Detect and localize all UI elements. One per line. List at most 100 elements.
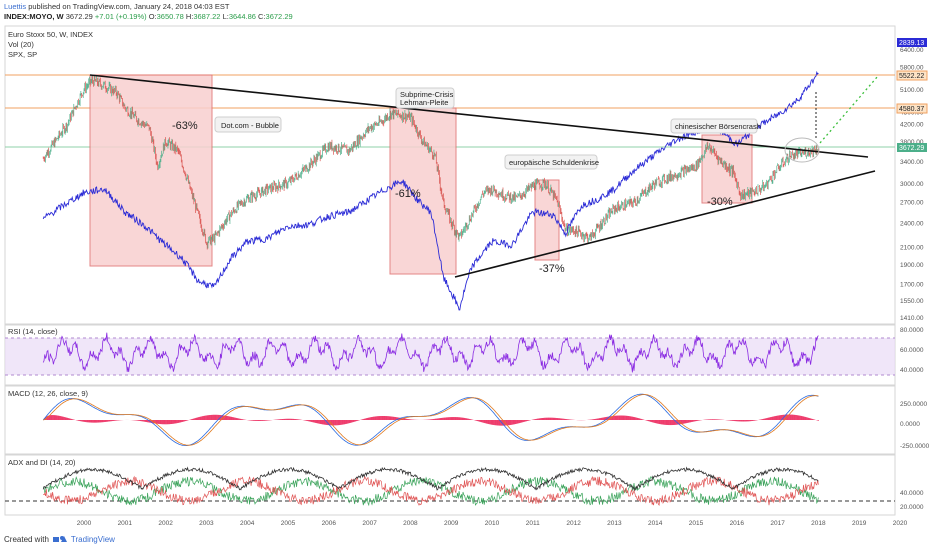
macd-panel-frame xyxy=(4,385,896,455)
x-tick-2012: 2012 xyxy=(566,520,581,527)
rsi-title: RSI (14, close) xyxy=(8,327,58,336)
x-tick-2019: 2019 xyxy=(852,520,867,527)
price-tick-5: 4200.00 xyxy=(900,121,924,128)
published-text: published on TradingView.com, January 24… xyxy=(28,2,230,11)
macd-tick-1: 0.0000 xyxy=(900,421,920,428)
crash-box-dotcom xyxy=(89,74,213,267)
x-tick-2004: 2004 xyxy=(240,520,255,527)
price-tick-6: 3800.00 xyxy=(900,139,924,146)
x-tick-2006: 2006 xyxy=(322,520,337,527)
x-tick-2020: 2020 xyxy=(893,520,908,527)
legend-spx: SPX, SP xyxy=(8,50,37,59)
x-tick-2017: 2017 xyxy=(770,520,785,527)
price-tick-7: 3400.00 xyxy=(900,159,924,166)
rsi-band xyxy=(5,338,895,375)
rsi-line xyxy=(42,332,819,373)
series-layer xyxy=(42,70,819,507)
l-label: L: xyxy=(222,12,229,21)
x-tick-2001: 2001 xyxy=(118,520,133,527)
adx-tick-0: 40.0000 xyxy=(900,490,924,497)
label-euro: europäische Schuldenkrise xyxy=(509,158,599,167)
legend-vol: Vol (20) xyxy=(8,40,34,49)
x-tick-2005: 2005 xyxy=(281,520,296,527)
badge-spx-bg xyxy=(897,38,927,47)
x-tick-2015: 2015 xyxy=(689,520,704,527)
badge-3672: 3672.29 xyxy=(899,145,924,152)
label-euro-pct: -37% xyxy=(539,263,565,275)
macd-tick-2: -250.0000 xyxy=(900,443,930,450)
label-subprime-1: Subprime-Crisis xyxy=(400,90,454,99)
adx-panel-frame xyxy=(4,454,896,516)
label-dotcom: Dot.com - Bubble xyxy=(221,121,279,130)
price-axis: 6400.005800.005100.004500.004200.003800.… xyxy=(900,47,924,322)
x-tick-2000: 2000 xyxy=(77,520,92,527)
price-tick-14: 1550.00 xyxy=(900,298,924,305)
badge-3672-bg xyxy=(897,143,927,152)
highlight-ellipse xyxy=(784,137,820,163)
rsi-tick-1: 60.0000 xyxy=(900,347,924,354)
change-value: +7.01 (+0.19%) xyxy=(94,12,147,21)
label-subprime-2: Lehman-Pleite xyxy=(400,98,448,107)
x-tick-2014: 2014 xyxy=(648,520,663,527)
x-tick-2013: 2013 xyxy=(607,520,622,527)
label-euro-box xyxy=(504,154,598,170)
label-china-box xyxy=(670,118,758,134)
indicator-axes: 80.0000 60.0000 40.0000 250.0000 0.0000 -250.… xyxy=(900,327,930,511)
x-tick-2003: 2003 xyxy=(199,520,214,527)
author-link[interactable]: Luettis xyxy=(4,2,27,11)
macd-tick-0: 250.0000 xyxy=(900,401,927,408)
o-value: 3650.78 xyxy=(156,12,184,21)
projection-arrow xyxy=(819,75,879,144)
x-tick-2002: 2002 xyxy=(158,520,173,527)
main-panel-frame xyxy=(4,25,896,325)
trendline-upper xyxy=(89,74,869,158)
l-value: 3644.86 xyxy=(228,12,256,21)
h-value: 3687.22 xyxy=(193,12,221,21)
price-tick-11: 2100.00 xyxy=(900,244,924,251)
price-tick-9: 2700.00 xyxy=(900,200,924,207)
di-minus-line xyxy=(43,475,819,507)
adx-line xyxy=(42,466,819,492)
c-value: 3672.29 xyxy=(265,12,293,21)
adx-title: ADX and DI (14, 20) xyxy=(8,458,76,467)
footer-brand[interactable]: TradingView xyxy=(70,534,115,544)
x-tick-2016: 2016 xyxy=(730,520,745,527)
footer-text: Created with xyxy=(4,534,49,544)
label-subprime-pct: -61% xyxy=(395,188,421,200)
label-china-pct: -30% xyxy=(707,196,733,208)
x-tick-2008: 2008 xyxy=(403,520,418,527)
price-tick-13: 1700.00 xyxy=(900,282,924,289)
label-subprime-box xyxy=(395,87,455,109)
o-label: O: xyxy=(148,12,157,21)
price-tick-10: 2400.00 xyxy=(900,221,924,228)
macd-line xyxy=(42,393,819,446)
macd-signal-line xyxy=(43,394,819,446)
badge-4580-bg xyxy=(896,103,928,114)
label-dotcom-pct: -63% xyxy=(172,120,198,132)
badge-spx: 2839.13 xyxy=(899,40,924,47)
adx-tick-1: 20.0000 xyxy=(900,504,924,511)
x-tick-2009: 2009 xyxy=(444,520,459,527)
label-dotcom-box xyxy=(214,116,282,133)
rsi-tick-0: 80.0000 xyxy=(900,327,924,334)
badge-5522-bg xyxy=(896,70,928,81)
price-tick-12: 1900.00 xyxy=(900,262,924,269)
price-tick-15: 1410.00 xyxy=(900,315,924,322)
rsi-tick-2: 40.0000 xyxy=(900,367,924,374)
tradingview-logo-icon xyxy=(52,536,67,542)
x-tick-2007: 2007 xyxy=(362,520,377,527)
x-tick-2018: 2018 xyxy=(811,520,826,527)
time-axis: 2000 2001 2002 2003 2004 2005 2006 2007 2008 2009… xyxy=(77,520,908,527)
price-tick-8: 3000.00 xyxy=(900,181,924,188)
macd-title: MACD (12, 26, close, 9) xyxy=(8,389,89,398)
h-label: H: xyxy=(185,12,194,21)
label-china: chinesischer Börsencrash xyxy=(675,122,761,131)
price-tick-1: 6400.00 xyxy=(900,47,924,54)
price-tick-3: 5100.00 xyxy=(900,87,924,94)
price-tick-2: 5800.00 xyxy=(900,64,924,71)
crash-box-subprime xyxy=(389,107,457,275)
badge-5522: 5522.22 xyxy=(899,73,924,80)
di-plus-line xyxy=(42,476,819,507)
c-label: C: xyxy=(258,12,266,21)
